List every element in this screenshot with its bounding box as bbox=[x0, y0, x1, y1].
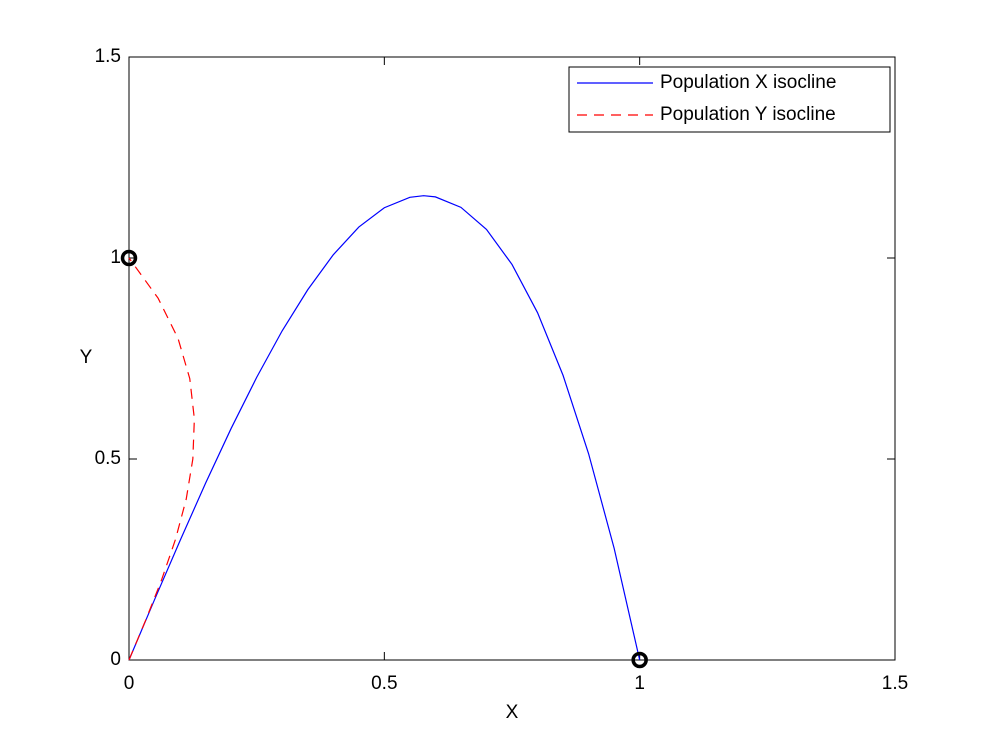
y-tick-label: 0.5 bbox=[95, 448, 121, 469]
series-line bbox=[128, 195, 641, 661]
y-tick-label: 1.5 bbox=[95, 46, 121, 67]
legend-label: Population Y isocline bbox=[660, 104, 836, 125]
series-line bbox=[128, 257, 195, 661]
x-tick-label: 1.5 bbox=[882, 673, 908, 694]
x-tick-label: 0 bbox=[124, 673, 135, 694]
y-axis-label: Y bbox=[80, 347, 93, 368]
x-tick-label: 1 bbox=[634, 673, 645, 694]
legend-label: Population X isocline bbox=[660, 72, 836, 93]
x-tick-label: 0.5 bbox=[371, 673, 397, 694]
y-tick-label: 1 bbox=[110, 247, 121, 268]
plot-area bbox=[128, 56, 896, 661]
equilibrium-point bbox=[120, 249, 138, 267]
y-tick-label: 0 bbox=[110, 649, 121, 670]
equilibrium-point bbox=[631, 651, 648, 669]
x-axis-label: X bbox=[506, 702, 519, 723]
legend-box bbox=[568, 66, 891, 133]
